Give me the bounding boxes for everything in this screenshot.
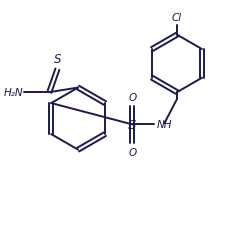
Text: O: O [128,147,136,157]
Text: S: S [54,52,61,65]
Text: H₂N: H₂N [3,88,23,98]
Text: O: O [128,93,136,102]
Text: NH: NH [156,120,172,130]
Text: S: S [128,118,136,131]
Text: Cl: Cl [172,13,182,23]
